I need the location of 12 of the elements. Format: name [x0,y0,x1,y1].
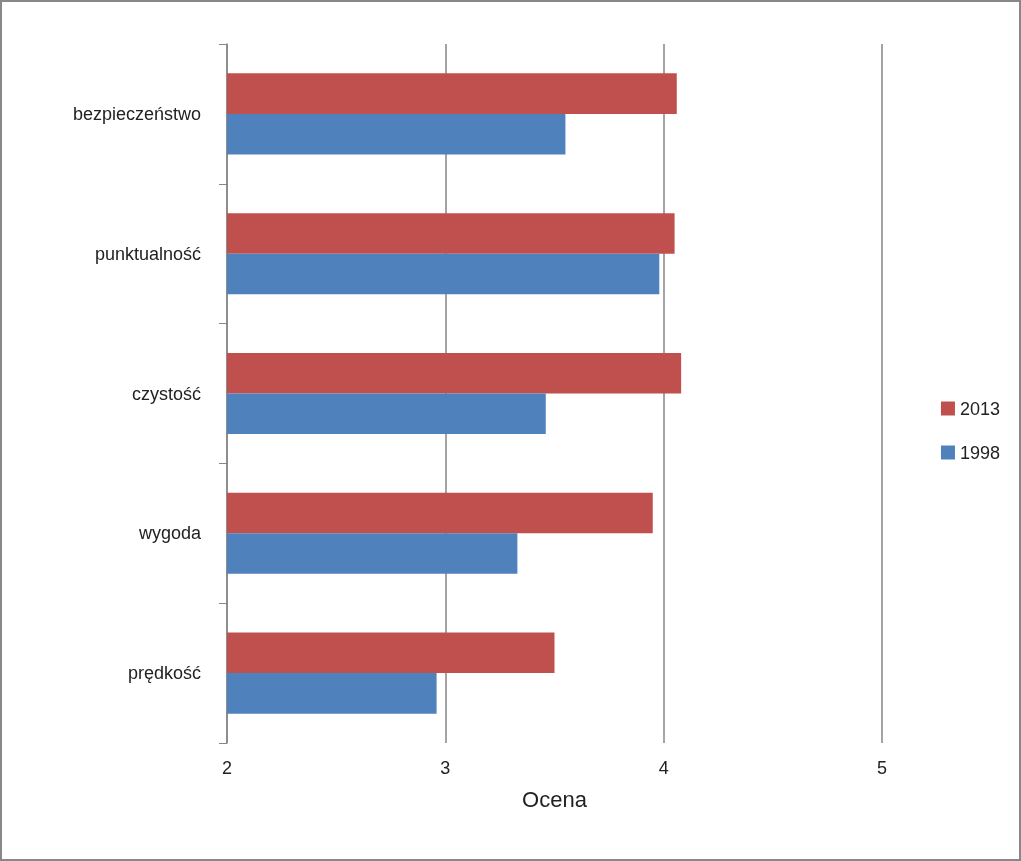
legend-label: 2013 [959,398,1000,419]
y-tick-label: czystość [131,383,201,404]
x-axis-title: Ocena [522,786,588,812]
y-tick-label: bezpieczeństwo [72,103,201,124]
y-tick-label: punktualność [94,243,201,264]
x-tick-label: 2 [221,758,233,778]
y-tick-label: prędkość [127,663,201,684]
x-tick-label: 4 [658,758,669,778]
legend-label: 1998 [959,442,1000,463]
x-tick-label: 5 [876,758,888,778]
y-tick-label: wygoda [137,523,202,544]
x-tick-label: 3 [440,758,451,778]
